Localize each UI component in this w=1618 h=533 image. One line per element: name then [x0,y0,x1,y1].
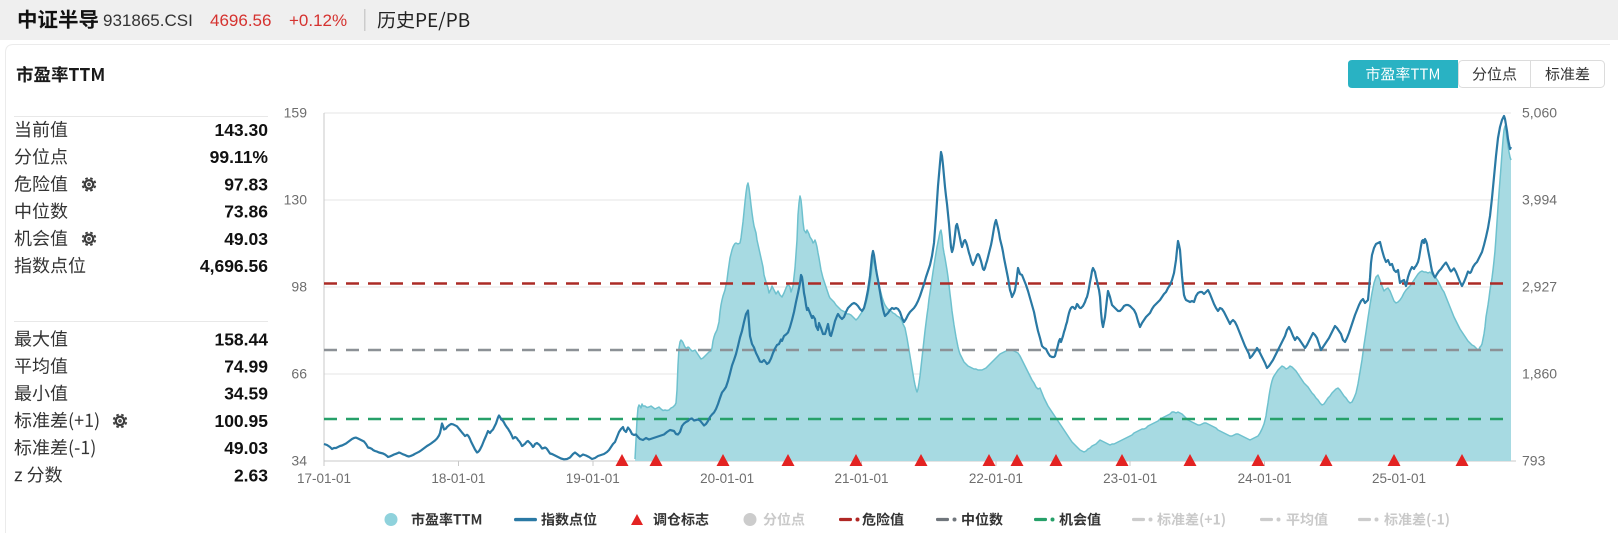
svg-text:20-01-01: 20-01-01 [700,471,754,486]
svg-text:100.95: 100.95 [214,411,268,431]
svg-text:49.03: 49.03 [224,229,268,249]
svg-text:5,060: 5,060 [1522,105,1557,121]
svg-text:24-01-01: 24-01-01 [1238,471,1292,486]
svg-text:17-01-01: 17-01-01 [297,471,351,486]
svg-text:74.99: 74.99 [224,357,268,377]
svg-text:+0.12%: +0.12% [289,11,347,30]
svg-text:130: 130 [284,192,308,208]
svg-text:3,994: 3,994 [1522,192,1557,208]
svg-text:34: 34 [291,453,307,469]
svg-text:23-01-01: 23-01-01 [1103,471,1157,486]
svg-text:34.59: 34.59 [224,384,268,404]
svg-text:1,860: 1,860 [1522,366,1557,382]
svg-text:2,927: 2,927 [1522,279,1557,295]
svg-text:25-01-01: 25-01-01 [1372,471,1426,486]
svg-text:143.30: 143.30 [214,120,268,140]
svg-text:19-01-01: 19-01-01 [566,471,620,486]
svg-text:49.03: 49.03 [224,438,268,458]
svg-text:73.86: 73.86 [224,202,268,222]
svg-text:22-01-01: 22-01-01 [969,471,1023,486]
svg-text:158.44: 158.44 [214,329,268,349]
svg-text:931865.CSI: 931865.CSI [103,11,193,30]
svg-text:98: 98 [291,279,307,295]
svg-text:97.83: 97.83 [224,174,268,194]
svg-text:66: 66 [291,366,307,382]
svg-text:21-01-01: 21-01-01 [834,471,888,486]
svg-text:793: 793 [1522,453,1546,469]
svg-text:4696.56: 4696.56 [210,11,271,30]
svg-text:99.11%: 99.11% [210,147,269,167]
svg-text:4,696.56: 4,696.56 [200,256,268,276]
svg-text:159: 159 [284,105,308,121]
svg-text:2.63: 2.63 [234,465,268,485]
svg-text:18-01-01: 18-01-01 [431,471,485,486]
